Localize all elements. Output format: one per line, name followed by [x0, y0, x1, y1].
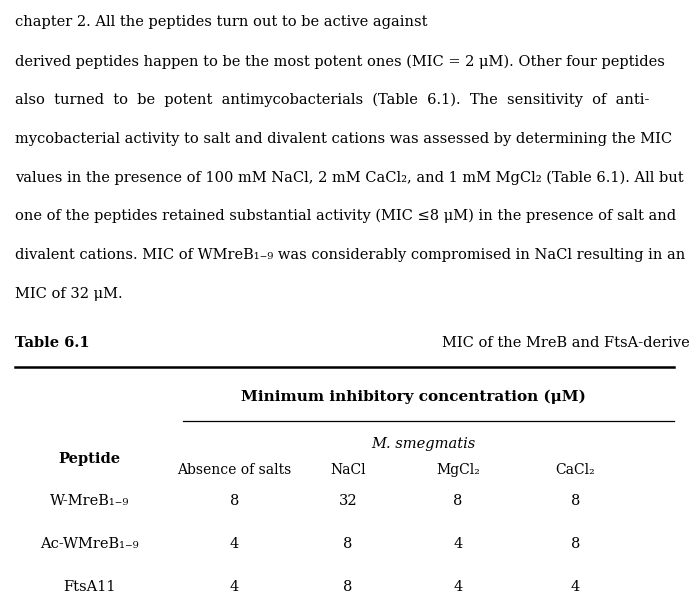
Text: 4: 4: [453, 538, 463, 551]
Text: Table 6.1: Table 6.1: [15, 336, 95, 351]
Text: 8: 8: [570, 494, 580, 508]
Text: chapter 2. All the peptides turn out to be active against: chapter 2. All the peptides turn out to …: [15, 15, 432, 30]
Text: MIC of 32 μM.: MIC of 32 μM.: [15, 287, 123, 301]
Text: mycobacterial activity to salt and divalent cations was assessed by determining : mycobacterial activity to salt and dival…: [15, 132, 672, 146]
Text: Ac-WMreB₁₋₉: Ac-WMreB₁₋₉: [40, 538, 139, 551]
Text: 32: 32: [338, 494, 358, 508]
Text: CaCl₂: CaCl₂: [555, 464, 595, 477]
Text: also  turned  to  be  potent  antimycobacterials  (Table  6.1).  The  sensitivit: also turned to be potent antimycobacteri…: [15, 93, 650, 107]
Text: divalent cations. MIC of WMreB₁₋₉ was considerably compromised in NaCl resulting: divalent cations. MIC of WMreB₁₋₉ was co…: [15, 248, 686, 262]
Text: 4: 4: [453, 581, 463, 594]
Text: MIC of the MreB and FtsA-derived peptides against: MIC of the MreB and FtsA-derived peptide…: [442, 336, 689, 351]
Text: one of the peptides retained substantial activity (MIC ≤8 μM) in the presence of: one of the peptides retained substantial…: [15, 209, 677, 223]
Text: Minimum inhibitory concentration (μM): Minimum inhibitory concentration (μM): [241, 389, 586, 404]
Text: MgCl₂: MgCl₂: [436, 464, 480, 477]
Text: M. smegmatis: M. smegmatis: [371, 437, 476, 451]
Text: 8: 8: [570, 538, 580, 551]
Text: FtsA11: FtsA11: [63, 581, 116, 594]
Text: W-MreB₁₋₉: W-MreB₁₋₉: [50, 494, 130, 508]
Text: 4: 4: [570, 581, 580, 594]
Text: derived peptides happen to be the most potent ones (MIC = 2 μM). Other four pept: derived peptides happen to be the most p…: [15, 54, 665, 68]
Text: 4: 4: [229, 538, 239, 551]
Text: 8: 8: [343, 538, 353, 551]
Text: values in the presence of 100 mM NaCl, 2 mM CaCl₂, and 1 mM MgCl₂ (Table 6.1). A: values in the presence of 100 mM NaCl, 2…: [15, 170, 683, 184]
Text: NaCl: NaCl: [330, 464, 366, 477]
Text: 4: 4: [229, 581, 239, 594]
Text: 8: 8: [453, 494, 463, 508]
Text: 8: 8: [343, 581, 353, 594]
Text: Peptide: Peptide: [59, 453, 121, 466]
Text: 8: 8: [229, 494, 239, 508]
Text: Absence of salts: Absence of salts: [177, 464, 291, 477]
